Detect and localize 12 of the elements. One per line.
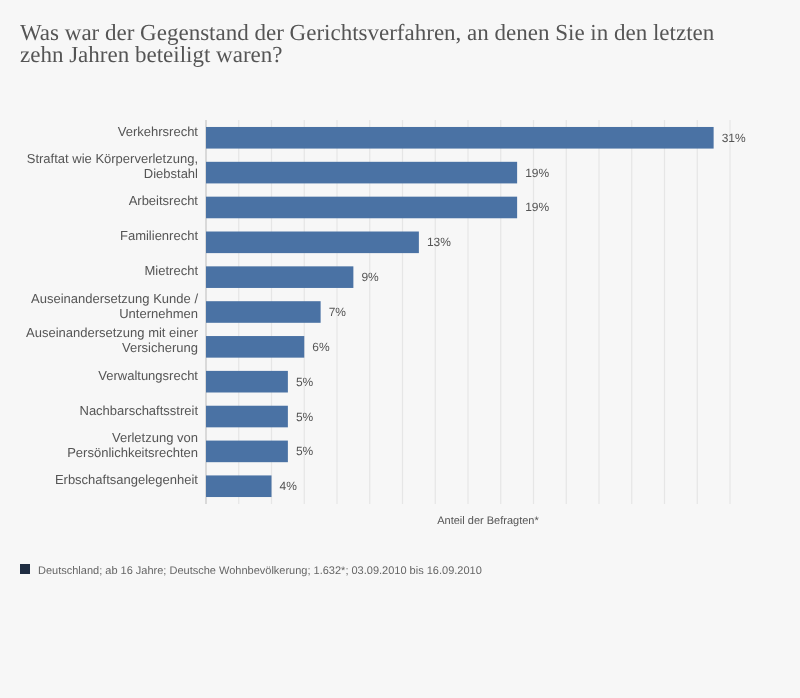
bar <box>206 161 518 184</box>
bar <box>206 231 419 254</box>
chart-title: Was war der Gegenstand der Gerichtsverfahren, an denen Sie in den letzten zehn Jahren beteiligt waren? <box>20 22 715 68</box>
bar <box>206 475 272 498</box>
bar <box>206 301 321 323</box>
bar <box>206 126 714 149</box>
bar <box>206 440 288 463</box>
bar <box>206 266 354 288</box>
bar <box>206 336 305 358</box>
bar <box>206 196 518 219</box>
bar <box>206 370 288 393</box>
bar <box>206 405 288 428</box>
